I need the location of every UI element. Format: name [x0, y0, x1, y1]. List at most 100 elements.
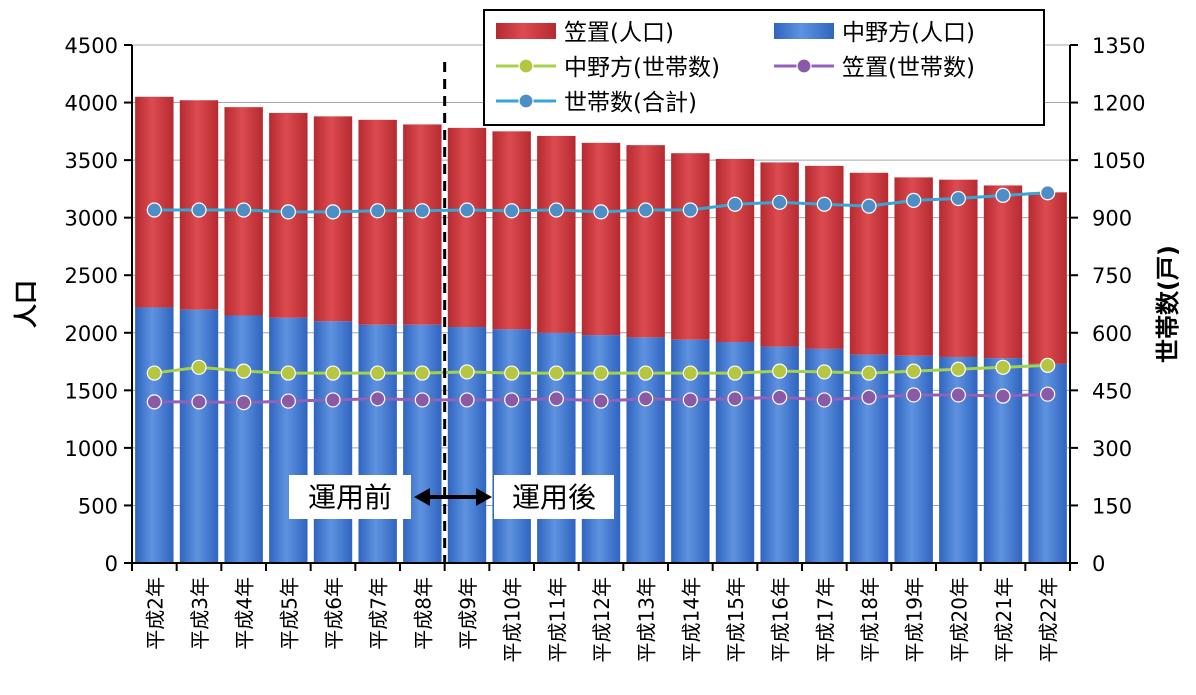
series-point-0	[1040, 357, 1056, 373]
bar-nakanogata-population	[135, 307, 174, 563]
series-point-0	[370, 365, 386, 381]
bar-nakanogata-population	[760, 346, 799, 563]
bar-nakanogata-population	[894, 355, 933, 563]
series-point-0	[459, 364, 475, 380]
series-point-1	[325, 392, 341, 408]
series-point-0	[950, 361, 966, 377]
series-point-1	[995, 388, 1011, 404]
left-tick-label: 1500	[65, 379, 118, 403]
y-left-axis-title: 人口	[12, 280, 40, 328]
legend-marker	[518, 93, 534, 109]
before-label-box	[289, 475, 411, 519]
legend-label: 中野方(人口)	[842, 20, 975, 46]
left-tick-label: 4500	[65, 34, 118, 58]
series-point-0	[325, 365, 341, 381]
bar-nakanogata-population	[224, 315, 263, 563]
x-tick-label: 平成20年	[947, 577, 971, 662]
bar-nakanogata-population	[313, 321, 353, 563]
x-tick-label: 平成14年	[679, 577, 703, 662]
series-point-1	[414, 392, 430, 408]
bar-nakanogata-population	[358, 324, 397, 563]
series-point-1	[772, 389, 788, 405]
before-label: 運用前	[308, 481, 392, 514]
right-tick-label: 600	[1092, 322, 1132, 346]
series-point-2	[191, 202, 207, 218]
series-point-2	[1040, 185, 1056, 201]
series-point-1	[459, 392, 475, 408]
legend-label: 世帯数(合計)	[564, 90, 697, 116]
x-tick-label: 平成6年	[322, 577, 346, 650]
left-tick-label: 2000	[65, 322, 118, 346]
x-tick-label: 平成4年	[233, 577, 257, 650]
x-tick-label: 平成13年	[635, 577, 659, 662]
right-tick-label: 0	[1092, 552, 1105, 576]
bar-nakanogata-population	[403, 324, 442, 563]
series-point-2	[414, 203, 430, 219]
series-point-2	[816, 196, 832, 212]
bar-kasagi-population	[760, 162, 799, 347]
series-point-0	[772, 363, 788, 379]
series-point-2	[504, 203, 520, 219]
series-point-1	[191, 394, 207, 410]
series-point-2	[995, 187, 1011, 204]
x-tick-label: 平成21年	[992, 577, 1016, 662]
series-point-1	[638, 391, 654, 407]
series-point-2	[638, 202, 654, 218]
bar-kasagi-population	[537, 135, 576, 333]
bar-nakanogata-population	[805, 348, 844, 563]
series-point-2	[682, 202, 698, 218]
series-point-1	[280, 393, 296, 409]
series-point-1	[816, 392, 832, 408]
arrow-head-right	[476, 488, 492, 506]
series-point-0	[682, 365, 698, 381]
right-tick-label: 750	[1092, 264, 1132, 288]
series-point-0	[191, 359, 207, 375]
arrow-head-left	[414, 488, 430, 506]
series-point-0	[861, 365, 877, 381]
bar-nakanogata-population	[179, 309, 219, 563]
right-tick-label: 450	[1092, 379, 1132, 403]
right-tick-label: 1350	[1092, 34, 1145, 58]
legend-swatch	[774, 23, 834, 39]
after-label-box	[494, 475, 614, 519]
series-point-2	[548, 202, 564, 218]
left-tick-label: 2500	[65, 264, 118, 288]
legend-box	[483, 9, 1045, 126]
right-tick-label: 1200	[1092, 92, 1145, 116]
series-point-1	[861, 389, 877, 405]
left-tick-label: 4000	[65, 92, 118, 116]
bar-nakanogata-population	[849, 354, 889, 563]
series-point-1	[146, 394, 162, 410]
left-tick-label: 500	[78, 494, 118, 518]
right-tick-label: 150	[1092, 494, 1132, 518]
bar-kasagi-population	[939, 179, 978, 357]
x-tick-label: 平成12年	[590, 577, 614, 662]
x-tick-label: 平成22年	[1037, 577, 1061, 662]
bar-nakanogata-population	[447, 327, 487, 563]
x-tick-label: 平成17年	[813, 577, 837, 662]
bar-kasagi-population	[135, 96, 174, 308]
series-point-2	[861, 198, 877, 214]
series-point-1	[548, 391, 564, 407]
series-point-2	[950, 190, 966, 207]
x-tick-label: 平成3年	[188, 577, 212, 650]
series-point-0	[548, 365, 564, 381]
x-tick-label: 平成7年	[367, 577, 391, 650]
series-point-2	[325, 204, 341, 220]
series-point-2	[593, 204, 609, 220]
series-point-0	[906, 363, 922, 379]
series-point-0	[414, 365, 430, 381]
series-point-2	[906, 192, 922, 208]
series-point-0	[638, 365, 654, 381]
x-tick-label: 平成18年	[858, 577, 882, 662]
x-tick-label: 平成8年	[411, 577, 435, 650]
series-point-2	[280, 204, 296, 220]
legend-label: 笠置(世帯数)	[842, 55, 975, 81]
series-point-2	[459, 202, 475, 218]
series-point-1	[950, 387, 966, 403]
axes: 0 500 1000 1500 2000 2500 3000 3500 4000 4500 0 150…	[12, 34, 1182, 662]
series-point-1	[236, 395, 252, 411]
series-point-1	[906, 387, 922, 403]
series-point-2	[772, 194, 788, 210]
